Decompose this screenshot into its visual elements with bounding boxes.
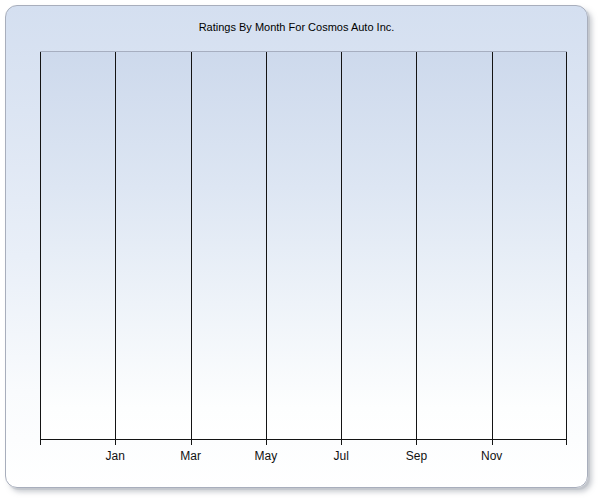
vertical-gridline (416, 52, 417, 445)
x-tick-label-jan: Jan (106, 449, 125, 464)
x-tick-label-may: May (255, 449, 278, 464)
plot-area (40, 51, 567, 440)
x-tick-label-jul: Jul (333, 449, 348, 464)
x-axis-labels: Jan Mar May Jul Sep Nov (40, 449, 567, 465)
chart-title: Ratings By Month For Cosmos Auto Inc. (6, 20, 587, 34)
y-axis-line (40, 52, 41, 445)
vertical-gridline (492, 52, 493, 445)
x-tick-label-nov: Nov (481, 449, 502, 464)
plot-right-border-line (566, 52, 567, 445)
vertical-gridline (341, 52, 342, 445)
vertical-gridline (115, 52, 116, 445)
screenshot-stage: Ratings By Month For Cosmos Auto Inc. Ja… (0, 0, 600, 500)
x-tick-label-sep: Sep (406, 449, 427, 464)
chart-panel: Ratings By Month For Cosmos Auto Inc. Ja… (5, 5, 588, 488)
vertical-gridline (266, 52, 267, 445)
x-tick-label-mar: Mar (180, 449, 201, 464)
vertical-gridline (191, 52, 192, 445)
